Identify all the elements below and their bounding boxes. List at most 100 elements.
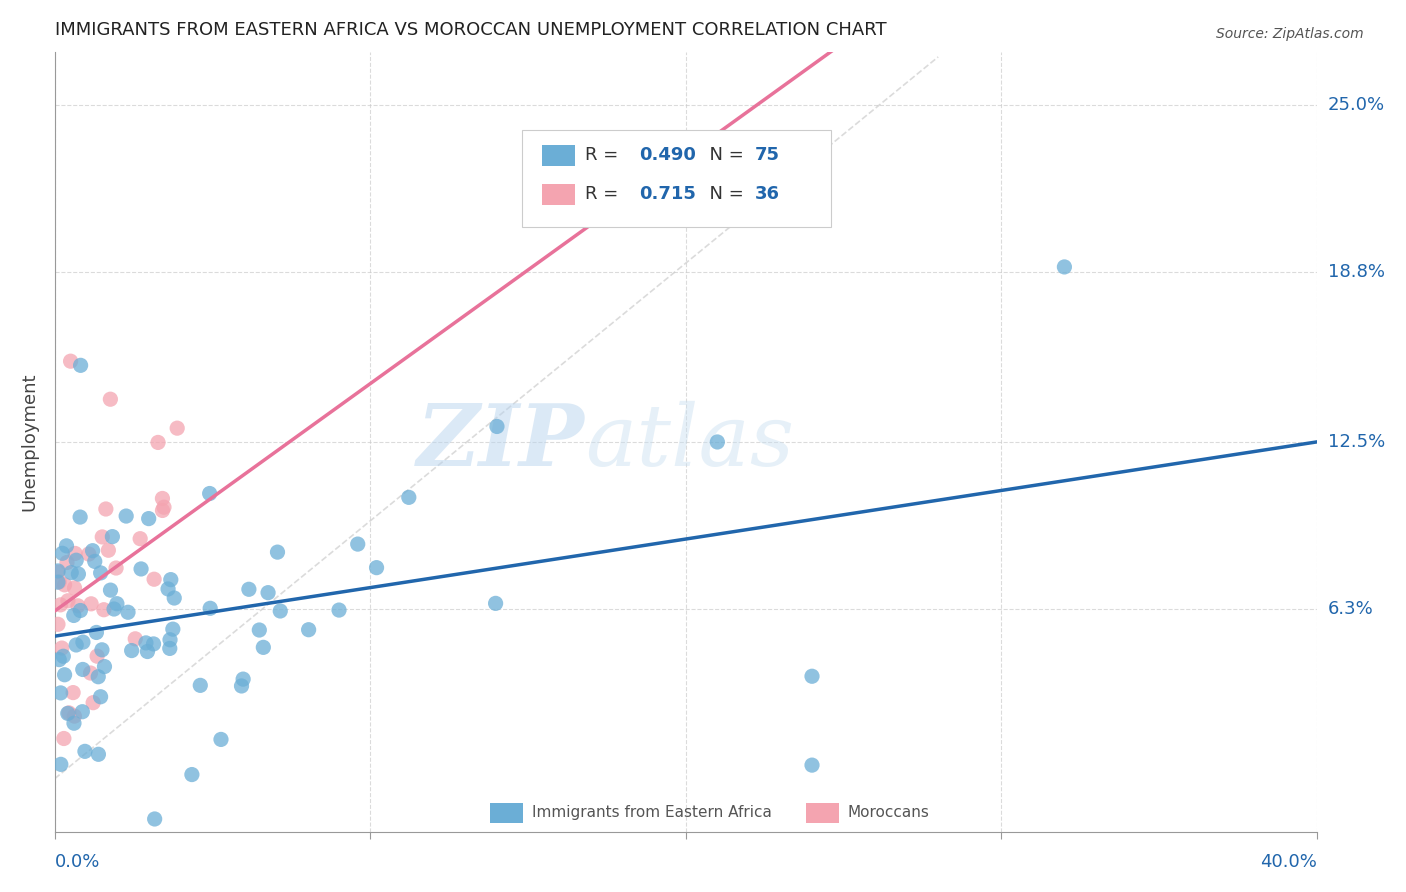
Point xyxy=(105,561,128,575)
Point xyxy=(72,705,94,719)
Point xyxy=(69,603,91,617)
Point xyxy=(63,709,86,723)
Point xyxy=(83,554,105,568)
Point xyxy=(52,731,75,746)
Point xyxy=(298,623,321,637)
Point xyxy=(69,359,91,373)
Text: 18.8%: 18.8% xyxy=(1327,263,1385,281)
Text: N =: N = xyxy=(699,146,749,164)
Point xyxy=(62,608,84,623)
Point xyxy=(163,591,186,605)
Point xyxy=(247,623,270,637)
Point xyxy=(51,641,73,656)
Point xyxy=(73,744,96,758)
Point xyxy=(706,434,728,449)
Point xyxy=(93,659,115,673)
Point xyxy=(153,500,176,515)
Text: 12.5%: 12.5% xyxy=(1327,433,1385,451)
Point xyxy=(142,637,165,651)
Point xyxy=(82,543,104,558)
Point xyxy=(60,566,83,580)
Point xyxy=(97,543,120,558)
Point xyxy=(51,546,73,560)
Point xyxy=(152,491,174,506)
Point xyxy=(62,685,84,699)
Point xyxy=(48,652,70,666)
Point xyxy=(159,632,181,647)
Point xyxy=(87,670,110,684)
Point xyxy=(100,392,122,407)
Point xyxy=(65,638,87,652)
Point xyxy=(398,491,420,505)
Point xyxy=(91,530,114,544)
Point xyxy=(346,537,368,551)
Point xyxy=(79,666,101,681)
Text: 36: 36 xyxy=(755,186,780,203)
Point xyxy=(93,603,115,617)
Point xyxy=(257,585,280,599)
FancyBboxPatch shape xyxy=(522,129,831,227)
Bar xyxy=(806,803,838,823)
Point xyxy=(366,560,388,574)
Point xyxy=(269,604,291,618)
Bar xyxy=(491,803,523,823)
Point xyxy=(135,636,157,650)
Point xyxy=(675,185,697,199)
Point xyxy=(143,812,166,826)
Point xyxy=(159,573,181,587)
Point xyxy=(138,511,160,525)
Point xyxy=(238,582,260,597)
Point xyxy=(328,603,350,617)
Point xyxy=(72,635,94,649)
Point xyxy=(152,503,174,517)
Text: IMMIGRANTS FROM EASTERN AFRICA VS MOROCCAN UNEMPLOYMENT CORRELATION CHART: IMMIGRANTS FROM EASTERN AFRICA VS MOROCC… xyxy=(55,21,886,39)
Point xyxy=(52,649,75,664)
Text: Moroccans: Moroccans xyxy=(848,805,929,821)
Point xyxy=(86,625,108,640)
Point xyxy=(46,617,69,632)
Point xyxy=(266,545,288,559)
Point xyxy=(103,602,125,616)
Point xyxy=(56,556,79,570)
Point xyxy=(56,706,79,721)
Point xyxy=(198,601,221,615)
Point xyxy=(124,632,146,646)
Text: 40.0%: 40.0% xyxy=(1260,853,1317,871)
Point xyxy=(129,562,152,576)
Point xyxy=(91,642,114,657)
Bar xyxy=(541,145,575,166)
Point xyxy=(136,644,159,658)
Point xyxy=(129,532,152,546)
Point xyxy=(77,547,100,561)
Point xyxy=(157,582,180,596)
Point xyxy=(209,732,232,747)
Point xyxy=(82,696,104,710)
Point xyxy=(49,598,72,612)
Point xyxy=(63,716,86,731)
Point xyxy=(67,567,90,582)
Point xyxy=(484,596,506,610)
Point xyxy=(49,757,72,772)
Point xyxy=(63,546,86,560)
Point xyxy=(56,594,79,608)
Point xyxy=(117,605,139,619)
Text: N =: N = xyxy=(699,186,749,203)
Point xyxy=(159,641,181,656)
Point xyxy=(143,572,166,586)
Point xyxy=(46,564,69,578)
Text: Immigrants from Eastern Africa: Immigrants from Eastern Africa xyxy=(531,805,772,821)
Point xyxy=(53,578,76,592)
Point xyxy=(46,565,69,579)
Point xyxy=(101,530,124,544)
Point xyxy=(69,510,91,524)
Point xyxy=(188,678,211,692)
Point xyxy=(180,767,202,781)
Point xyxy=(66,599,89,613)
Text: 6.3%: 6.3% xyxy=(1327,600,1374,618)
Point xyxy=(801,669,824,683)
Y-axis label: Unemployment: Unemployment xyxy=(21,373,39,511)
Point xyxy=(231,679,253,693)
Point xyxy=(90,690,112,704)
Text: atlas: atlas xyxy=(585,401,794,483)
Point xyxy=(55,539,77,553)
